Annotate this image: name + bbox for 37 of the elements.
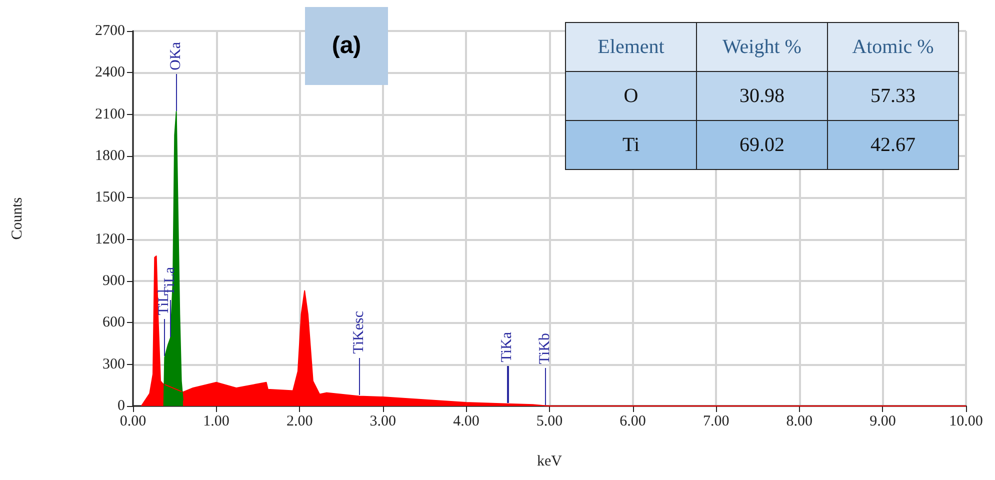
- annotation: TiKa: [499, 332, 516, 362]
- annotation: 57.33: [828, 72, 958, 120]
- annotation: Element: [566, 22, 696, 72]
- y-tick-label: 2700: [95, 23, 125, 39]
- y-tick-label: 0: [118, 398, 125, 414]
- annotation: (a): [305, 7, 388, 85]
- y-tick-label: 1200: [95, 231, 125, 248]
- x-tick-label: 6.00: [620, 414, 646, 430]
- x-tick-label: 2.00: [286, 414, 313, 430]
- annotation: Atomic %: [828, 22, 958, 72]
- x-tick-label: 3.00: [370, 414, 396, 430]
- x-tick-label: 8.00: [786, 414, 813, 430]
- annotation: 42.67: [828, 120, 958, 170]
- annotation: O: [566, 72, 696, 120]
- y-tick-label: 2400: [95, 64, 125, 81]
- annotation: Ti: [566, 120, 696, 170]
- annotation: OKa: [168, 42, 184, 70]
- y-tick-label: 300: [102, 356, 125, 372]
- x-tick-label: 10.00: [949, 414, 983, 430]
- y-tick-label: 1800: [95, 148, 125, 164]
- x-tick-label: 1.00: [203, 414, 230, 430]
- x-tick-label: 7.00: [702, 414, 730, 430]
- y-axis-title: Counts: [10, 197, 26, 240]
- annotation: TiKb: [536, 332, 553, 364]
- y-tick-label: 1500: [95, 190, 125, 206]
- x-tick-label: 5.00: [536, 414, 563, 430]
- y-tick-label: 2100: [95, 106, 125, 122]
- y-tick-label: 900: [102, 273, 125, 289]
- x-tick-label: 9.00: [870, 414, 896, 430]
- annotation: 30.98: [696, 72, 828, 120]
- x-axis-title: keV: [537, 454, 562, 470]
- x-tick-label: 4.00: [453, 414, 480, 430]
- y-tick-label: 600: [102, 314, 125, 331]
- annotation: 69.02: [696, 120, 828, 170]
- x-tick-label: 0.00: [120, 414, 146, 430]
- annotation: TiKesc: [351, 311, 368, 354]
- annotation: Weight %: [696, 22, 828, 72]
